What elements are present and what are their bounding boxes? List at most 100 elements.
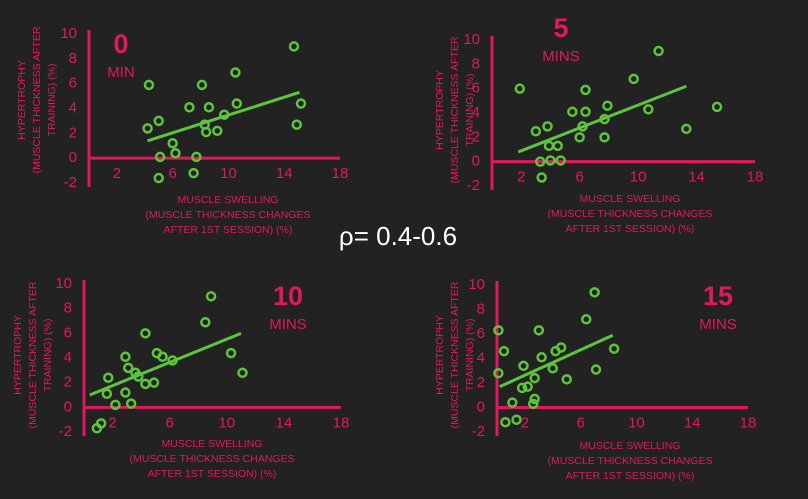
y-tick-label: 6 xyxy=(69,75,77,92)
y-tick-label: 0 xyxy=(64,398,72,415)
data-point xyxy=(552,140,563,152)
data-point xyxy=(533,325,545,336)
panel-subtitle: MINS xyxy=(269,316,307,333)
data-point xyxy=(528,398,539,410)
x-tick-label: 2 xyxy=(517,169,525,186)
data-point xyxy=(534,156,546,167)
data-point xyxy=(577,121,588,132)
x-tick-label: 10 xyxy=(630,169,647,186)
data-point xyxy=(500,416,511,428)
data-point xyxy=(167,355,178,366)
data-point xyxy=(167,138,178,149)
y-tick-label: -2 xyxy=(59,423,72,440)
data-point xyxy=(580,84,591,96)
x-axis-label: AFTER 1ST SESSION) (%) xyxy=(164,224,293,236)
data-point xyxy=(120,387,131,398)
data-point xyxy=(219,109,230,120)
y-axis-label: HYPERTROPHY xyxy=(16,60,28,140)
x-axis-label: (MUSCLE THICKNESS CHANGES xyxy=(548,208,713,220)
data-point xyxy=(103,372,114,383)
data-point xyxy=(123,362,134,374)
x-tick-label: 18 xyxy=(332,165,349,182)
y-axis-label: TRAINING) (%) xyxy=(42,319,54,392)
x-tick-label: 14 xyxy=(684,414,701,431)
data-point xyxy=(681,123,692,135)
trend-line xyxy=(147,90,301,143)
y-tick-label: 8 xyxy=(477,300,485,317)
panel-title: 15 xyxy=(703,281,733,311)
data-point xyxy=(142,123,153,134)
data-point xyxy=(230,67,241,78)
y-tick-label: 4 xyxy=(477,349,485,366)
data-point xyxy=(95,418,107,429)
data-point xyxy=(170,147,181,159)
data-point xyxy=(536,352,547,363)
data-point xyxy=(153,115,164,127)
data-point xyxy=(200,126,212,138)
data-point xyxy=(154,151,166,163)
y-axis-label: HYPERTROPHY xyxy=(434,70,446,150)
y-tick-label: -2 xyxy=(472,423,485,440)
data-point xyxy=(157,351,168,363)
data-point xyxy=(191,151,202,163)
x-tick-label: 18 xyxy=(333,414,350,431)
data-point xyxy=(589,287,600,298)
panel-title: 0 xyxy=(113,29,128,59)
y-tick-label: 0 xyxy=(472,153,480,170)
y-tick-label: 6 xyxy=(477,325,485,342)
y-tick-label: 10 xyxy=(463,31,480,48)
y-axis-label: (MUSCLE THICKNESS AFTER xyxy=(31,26,43,173)
data-point xyxy=(608,343,620,354)
data-point xyxy=(120,351,131,363)
x-tick-label: 10 xyxy=(628,414,645,431)
data-point xyxy=(148,377,160,388)
y-tick-label: 10 xyxy=(468,276,485,293)
x-axis-label: AFTER 1ST SESSION) (%) xyxy=(566,223,695,235)
data-point xyxy=(205,291,217,302)
data-point xyxy=(542,121,553,132)
x-tick-label: 2 xyxy=(521,414,529,431)
data-point xyxy=(140,328,151,339)
y-tick-label: -2 xyxy=(64,174,77,191)
data-point xyxy=(561,374,572,385)
data-point xyxy=(555,155,566,166)
data-point xyxy=(133,371,144,382)
y-axis-label: HYPERTROPHY xyxy=(12,315,24,395)
panel-subtitle: MINS xyxy=(542,48,580,65)
data-point xyxy=(516,382,528,394)
y-tick-label: 2 xyxy=(477,374,485,391)
x-axis-label: MUSCLE SWELLING xyxy=(580,193,681,205)
data-point xyxy=(511,414,522,425)
y-tick-label: 10 xyxy=(60,25,77,42)
x-tick-label: 6 xyxy=(168,165,176,182)
data-point xyxy=(536,172,547,183)
data-point xyxy=(493,367,504,379)
y-tick-label: -2 xyxy=(467,177,480,194)
x-tick-label: 2 xyxy=(108,414,116,431)
data-point xyxy=(237,367,248,379)
y-tick-label: 2 xyxy=(64,374,72,391)
x-axis-label: MUSCLE SWELLING xyxy=(580,440,681,452)
y-tick-label: 10 xyxy=(55,275,72,292)
data-point xyxy=(574,132,585,143)
panel-subtitle: MINS xyxy=(699,316,737,333)
y-tick-label: 6 xyxy=(64,324,72,341)
data-point xyxy=(653,45,664,57)
x-axis-label: (MUSCLE THICKNESS CHANGES xyxy=(146,209,311,221)
data-point xyxy=(101,388,113,400)
data-point xyxy=(203,102,215,113)
data-point xyxy=(530,126,542,137)
data-point xyxy=(212,125,223,137)
data-point xyxy=(225,347,237,359)
trend-line xyxy=(517,84,687,154)
y-tick-label: 0 xyxy=(69,149,77,166)
x-tick-label: 10 xyxy=(218,414,235,431)
data-point xyxy=(599,113,610,125)
panel-title: 10 xyxy=(273,281,303,311)
data-point xyxy=(507,397,518,408)
data-point xyxy=(643,104,654,115)
y-tick-label: 0 xyxy=(477,398,485,415)
y-tick-label: 6 xyxy=(472,80,480,97)
y-tick-label: 4 xyxy=(64,349,72,366)
